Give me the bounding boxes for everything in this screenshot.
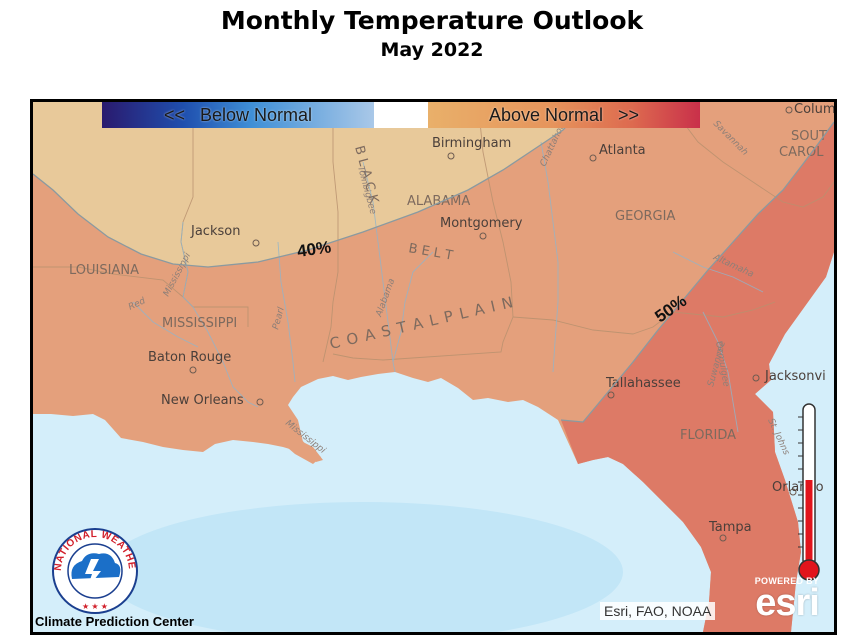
state-florida-label: FLORIDA xyxy=(680,428,736,443)
state-south-carolina-label-2: CAROL xyxy=(779,145,824,160)
svg-text:★ ★ ★: ★ ★ ★ xyxy=(82,602,108,611)
thermometer-icon xyxy=(798,403,820,581)
state-georgia-label: GEORGIA xyxy=(615,209,675,224)
probability-40-label: 40% xyxy=(296,237,332,261)
contour-40-line xyxy=(33,102,589,268)
esri-wordmark: esri xyxy=(755,582,820,624)
city-atlanta-label: Atlanta xyxy=(599,143,646,158)
city-birmingham-label: Birmingham xyxy=(432,136,511,151)
state-south-carolina-label-1: SOUT xyxy=(791,129,827,144)
esri-logo[interactable]: POWERED BY esri xyxy=(745,576,829,624)
zone-above-50 xyxy=(561,122,834,632)
city-baton-rouge-label: Baton Rouge xyxy=(148,350,231,365)
nws-logo: NATIONAL WEATHER SERVICE ★ ★ ★ xyxy=(47,527,138,614)
page-subtitle: May 2022 xyxy=(380,39,484,61)
state-alabama-label: ALABAMA xyxy=(407,194,470,209)
state-borders xyxy=(33,102,834,363)
legend-normal xyxy=(374,102,428,128)
map-attribution[interactable]: Esri, FAO, NOAA xyxy=(600,602,716,620)
contour-50-line xyxy=(560,121,834,423)
outlook-map[interactable]: B L A C K B E L T C O A S T A L P L A I … xyxy=(33,102,834,632)
esri-powered-label: POWERED BY xyxy=(754,576,820,586)
city-new-orleans-label: New Orleans xyxy=(161,393,244,408)
map-frame[interactable]: B L A C K B E L T C O A S T A L P L A I … xyxy=(30,99,837,635)
city-jackson-label: Jackson xyxy=(190,224,240,239)
legend-below-normal-label: << Below Normal xyxy=(163,104,313,125)
state-mississippi-label: MISSISSIPPI xyxy=(162,316,237,331)
city-columbia-label: Colum xyxy=(794,102,834,117)
page-title: Monthly Temperature Outlook xyxy=(220,6,644,35)
state-louisiana-label: LOUISIANA xyxy=(69,263,139,278)
legend-above-normal-label: Above Normal >> xyxy=(488,104,640,125)
city-montgomery-label: Montgomery xyxy=(440,216,523,231)
city-tallahassee-label: Tallahassee xyxy=(605,376,681,391)
city-jacksonville-label: Jacksonvi xyxy=(764,369,826,384)
legend-above-normal: Above Normal >> xyxy=(428,102,700,128)
rivers xyxy=(132,141,764,433)
city-tampa-label: Tampa xyxy=(708,520,752,535)
ocean-shade xyxy=(103,502,623,632)
zone-normal xyxy=(33,102,588,267)
cpc-label: Climate Prediction Center xyxy=(35,614,194,629)
legend-below-normal: << Below Normal xyxy=(102,102,374,128)
city-markers xyxy=(189,106,797,542)
mississippi-delta xyxy=(253,407,321,464)
